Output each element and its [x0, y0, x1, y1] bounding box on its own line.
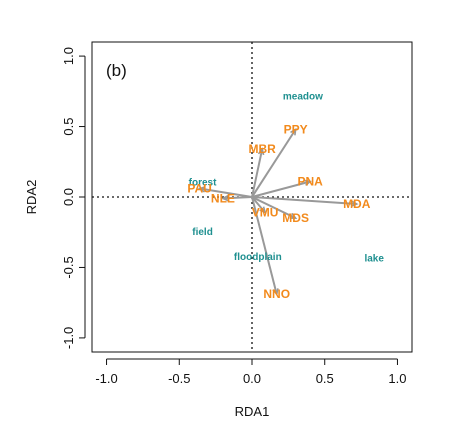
- species-arrow: [251, 196, 359, 208]
- site-labels: meadow forest field floodplain lake: [189, 92, 385, 265]
- site-label: lake: [364, 254, 384, 265]
- species-label: PPY: [284, 122, 308, 136]
- species-arrow: [251, 147, 265, 198]
- x-tick-label: 0.0: [243, 371, 261, 386]
- site-label: floodplain: [234, 252, 282, 263]
- site-label: field: [192, 227, 213, 238]
- panel-label: (b): [106, 61, 127, 80]
- species-arrow: [197, 186, 253, 198]
- x-tick-label: -0.5: [168, 371, 190, 386]
- x-tick-label: 1.0: [388, 371, 406, 386]
- site-label: meadow: [283, 92, 323, 103]
- species-arrow: [251, 127, 297, 198]
- species-label: PAU: [187, 182, 211, 196]
- y-tick-label: 1.0: [61, 47, 76, 65]
- species-label: MBR: [249, 142, 277, 156]
- species-arrow: [251, 179, 312, 198]
- y-axis-title: RDA2: [24, 180, 39, 215]
- species-arrow: [221, 194, 253, 202]
- x-axis-title: RDA1: [235, 404, 270, 419]
- species-label: NLE: [211, 191, 235, 205]
- species-label: PNA: [298, 175, 324, 189]
- species-label: MDS: [282, 211, 309, 225]
- species-label: NNO: [263, 287, 290, 301]
- x-axis: -1.0 -0.5 0.0 0.5 1.0: [95, 358, 406, 386]
- y-tick-label: 0.5: [61, 118, 76, 136]
- x-tick-label: 0.5: [316, 371, 334, 386]
- y-tick-label: 0.0: [61, 188, 76, 206]
- y-tick-label: -0.5: [61, 256, 76, 278]
- species-label: VMU: [252, 206, 279, 220]
- species-arrow: [251, 196, 267, 214]
- x-tick-label: -1.0: [95, 371, 117, 386]
- species-arrow: [251, 196, 279, 297]
- species-arrows: [197, 127, 359, 297]
- y-axis: -1.0 -0.5 0.0 0.5 1.0: [61, 47, 86, 349]
- species-label: MDA: [343, 197, 371, 211]
- species-arrow: [251, 196, 298, 220]
- site-label: forest: [189, 178, 217, 189]
- y-tick-label: -1.0: [61, 327, 76, 349]
